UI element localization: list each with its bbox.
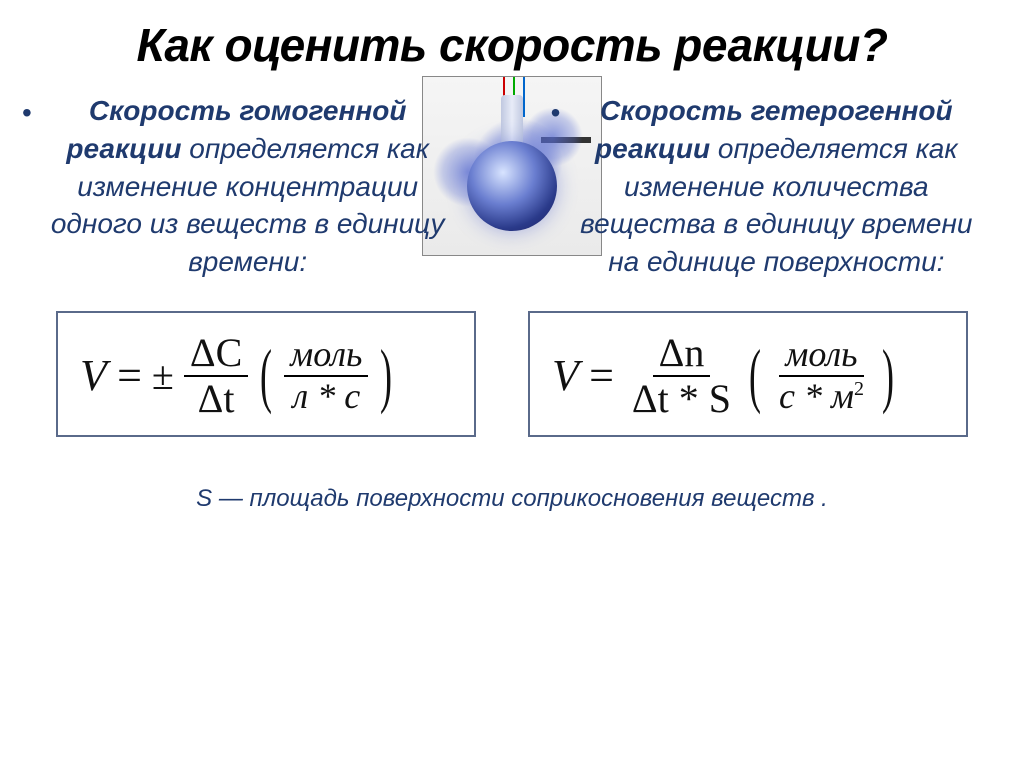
unit-fraction-right: моль с * м2 — [773, 335, 870, 416]
delta-n-over-delta-t-s: Δn Δt * S — [626, 331, 737, 421]
open-paren: ( — [260, 347, 272, 405]
delta-c-over-delta-t: ΔC Δt — [184, 331, 248, 421]
formula-lhs: V — [552, 351, 578, 400]
homogeneous-formula: V = ± ΔC Δt ( моль л * с ) — [56, 311, 476, 437]
unit-den: л * с — [287, 377, 367, 417]
frac-den: Δt * S — [632, 376, 731, 421]
open-paren: ( — [749, 347, 761, 405]
formulas-row: V = ± ΔC Δt ( моль л * с ) V = Δn Δt * S… — [0, 281, 1024, 437]
frac-num: ΔC — [190, 330, 242, 375]
unit-num: моль — [284, 335, 368, 377]
heterogeneous-formula: V = Δn Δt * S ( моль с * м2 ) — [528, 311, 968, 437]
page-title: Как оценить скорость реакции? — [0, 0, 1024, 72]
heterogeneous-definition: Скорость гетерогенной реакции определяет… — [569, 92, 984, 281]
footer-symbol: S — [196, 485, 212, 512]
close-paren: ) — [380, 347, 392, 405]
unit-den-prefix: с * м — [779, 376, 854, 416]
homogeneous-definition: Скорость гомогенной реакции определяется… — [40, 92, 455, 281]
frac-num: Δn — [659, 330, 705, 375]
unit-den-exp: 2 — [854, 378, 864, 400]
unit-num: моль — [779, 335, 863, 377]
equals-sign: = — [589, 351, 614, 400]
equals-sign: = — [117, 351, 142, 400]
plus-minus: ± — [152, 352, 174, 399]
formula-lhs: V — [80, 351, 106, 400]
close-paren: ) — [882, 347, 894, 405]
frac-den: Δt — [198, 376, 235, 421]
footer-text: — площадь поверхности соприкосновения ве… — [212, 485, 828, 512]
footer-note: S — площадь поверхности соприкосновения … — [0, 485, 1024, 513]
unit-fraction-left: моль л * с — [284, 335, 368, 416]
